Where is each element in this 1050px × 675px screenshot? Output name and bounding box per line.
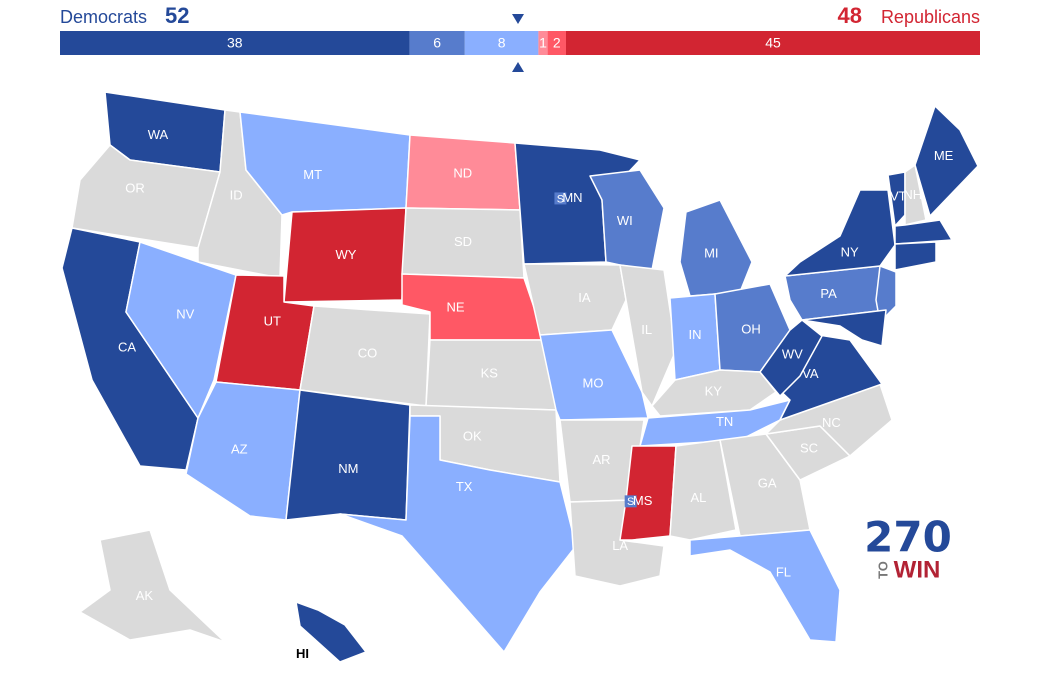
state-label: LA xyxy=(612,538,628,553)
state-label: GA xyxy=(758,475,777,490)
state-label: MI xyxy=(704,245,718,260)
state-label: MN xyxy=(562,190,582,205)
state-label: OK xyxy=(463,428,482,443)
state-label: AL xyxy=(690,490,706,505)
state xyxy=(285,389,411,521)
state-label: ND xyxy=(453,165,472,180)
bar-segment xyxy=(409,31,465,55)
state-label: TX xyxy=(456,479,473,494)
state-label: IL xyxy=(641,322,652,337)
logo-to: TO xyxy=(875,561,890,579)
state xyxy=(784,189,896,277)
state-label: TN xyxy=(716,414,733,429)
state xyxy=(904,164,927,226)
logo-win: WIN xyxy=(894,556,941,583)
state-label: SC xyxy=(800,440,818,455)
state-label: NV xyxy=(176,306,194,321)
state-label: MO xyxy=(583,376,604,391)
bar-segment-label: 2 xyxy=(553,35,561,51)
state-label: SD xyxy=(454,234,472,249)
state-label: WI xyxy=(617,213,633,228)
bar-segment xyxy=(538,31,548,55)
state-label: OH xyxy=(741,321,761,336)
logo-number: 270 xyxy=(864,513,952,562)
special-marker xyxy=(624,495,637,508)
state-label: MS xyxy=(633,493,653,508)
state xyxy=(669,439,737,541)
state-label: IA xyxy=(578,290,591,305)
state xyxy=(894,219,953,245)
state-label: KS xyxy=(481,365,499,380)
state-label: FL xyxy=(776,564,791,579)
state-label: IN xyxy=(689,327,702,342)
special-marker xyxy=(554,192,567,205)
state-label: PA xyxy=(820,286,837,301)
bar-segment xyxy=(547,31,566,55)
bar-segment-label: 45 xyxy=(765,35,781,51)
logo: 270 TO WIN xyxy=(864,513,952,584)
state-label: WA xyxy=(148,127,169,142)
state xyxy=(523,263,627,336)
state-label: VA xyxy=(802,366,819,381)
state-label: ME xyxy=(934,148,954,163)
state-label: NH xyxy=(903,187,922,202)
state xyxy=(689,529,841,643)
majority-marker-bottom xyxy=(512,62,524,72)
state xyxy=(801,309,887,347)
seat-bar: 38 6 8 1 2 45 xyxy=(60,31,980,55)
state-label: KY xyxy=(705,384,723,399)
dem-total: 52 xyxy=(165,3,189,28)
rep-name: Republicans xyxy=(881,7,980,27)
state-label: WY xyxy=(336,247,357,262)
bar-segment-label: 8 xyxy=(498,35,506,51)
special-marker-label: S xyxy=(557,193,564,205)
state-label: AR xyxy=(592,452,610,467)
state xyxy=(125,241,237,419)
state-label: VT xyxy=(890,188,907,203)
state-label: AZ xyxy=(231,441,248,456)
state-label: UT xyxy=(264,313,281,328)
bar-segment xyxy=(566,31,980,55)
state-label: NC xyxy=(822,415,841,430)
state xyxy=(759,319,823,397)
state-label: NM xyxy=(338,461,358,476)
state-label: CA xyxy=(118,339,136,354)
bar-segment-label: 1 xyxy=(539,35,547,51)
dem-name: Democrats xyxy=(60,7,147,27)
map: WAORCAIDNVMTWYUTAZCONMNDSDNEKSOKTXSMNIAM… xyxy=(61,91,979,663)
state xyxy=(719,433,811,537)
state-label: MT xyxy=(303,167,322,182)
bar-segment-label: 6 xyxy=(433,35,441,51)
state-label: ID xyxy=(230,187,243,202)
state xyxy=(914,105,979,217)
state-label: AK xyxy=(136,588,154,603)
bar-segment-label: 38 xyxy=(227,35,243,51)
state xyxy=(894,241,937,271)
state xyxy=(875,265,897,323)
state xyxy=(295,601,367,663)
rep-total: 48 xyxy=(838,3,862,28)
state-label: CO xyxy=(358,345,378,360)
state xyxy=(79,529,226,643)
state-label: WV xyxy=(782,346,803,361)
special-marker-label: S xyxy=(627,496,634,508)
state-label: NY xyxy=(841,244,859,259)
state-label: OR xyxy=(125,180,145,195)
state-label: NE xyxy=(446,300,464,315)
majority-marker-top xyxy=(512,14,524,24)
bar-segment xyxy=(464,31,539,55)
state-label: HI xyxy=(296,646,309,661)
bar-segment xyxy=(60,31,410,55)
